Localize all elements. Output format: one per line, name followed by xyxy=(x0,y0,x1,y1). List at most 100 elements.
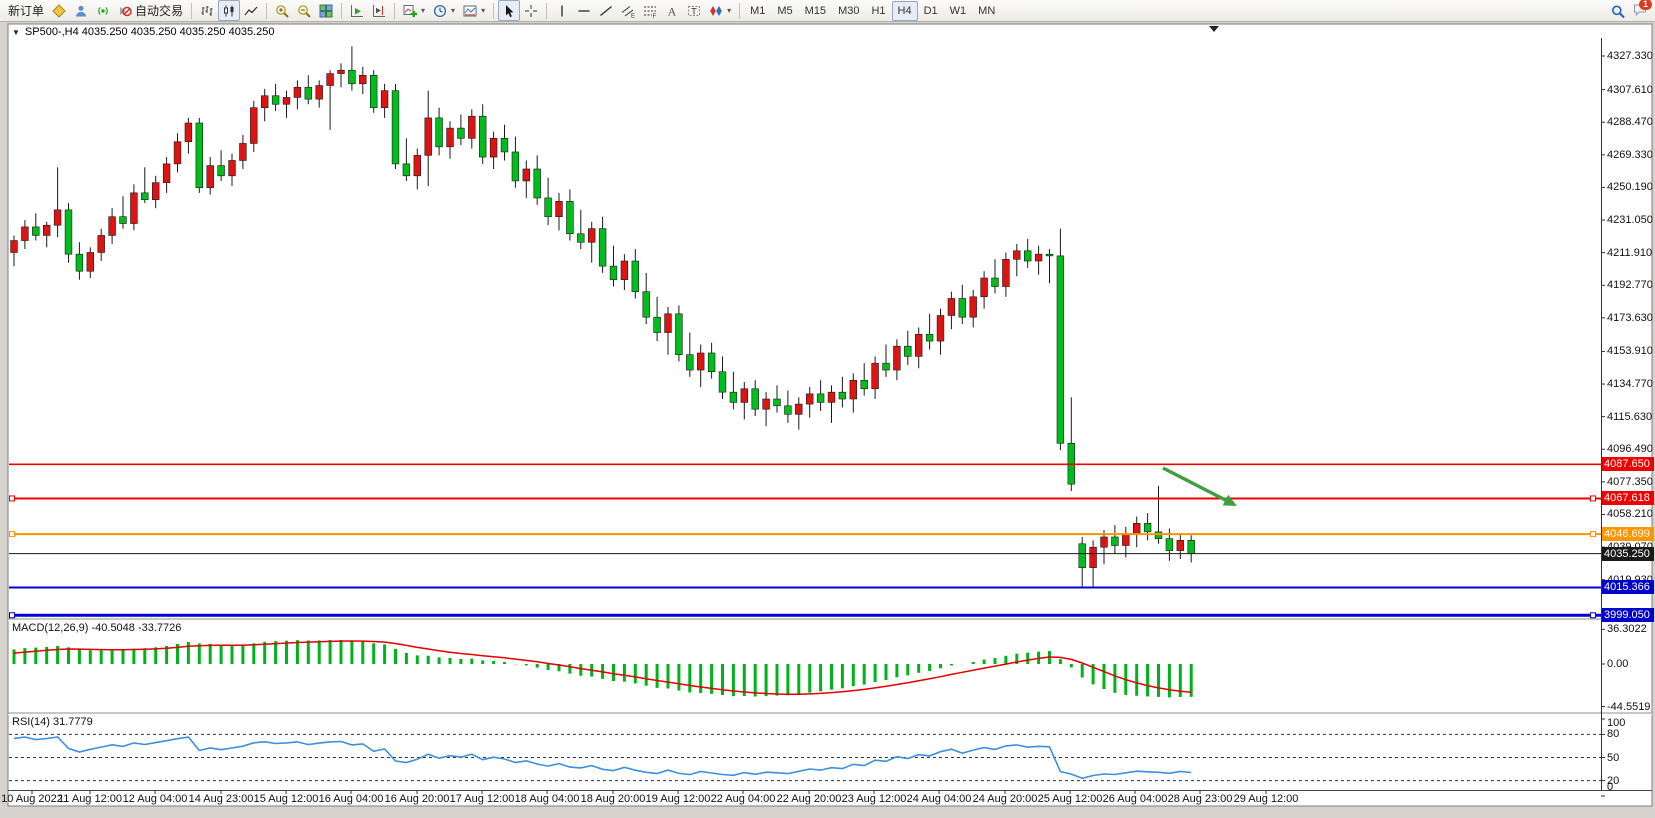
timeframe-mn-button[interactable]: MN xyxy=(978,4,996,17)
line-handle[interactable] xyxy=(9,531,15,538)
price-tick-label: 4192.770 xyxy=(1607,279,1653,292)
price-level-badge[interactable]: 3999.050 xyxy=(1602,608,1654,623)
timeframe-d1-button[interactable]: D1 xyxy=(923,4,938,17)
candle-body xyxy=(696,352,705,371)
timeframe-m15-button[interactable]: M15 xyxy=(804,4,827,17)
svg-text:T: T xyxy=(691,6,697,16)
candle-body xyxy=(1111,536,1119,546)
price-tick-label: 4173.630 xyxy=(1607,311,1653,324)
auto-scroll-button[interactable] xyxy=(346,0,368,21)
price-level-badge[interactable]: 4015.366 xyxy=(1602,580,1654,595)
chart-shift-marker-icon[interactable] xyxy=(1209,26,1219,32)
text-button[interactable]: A xyxy=(661,0,683,21)
candle-body xyxy=(566,201,574,235)
candle-body xyxy=(21,226,29,241)
label-icon: T xyxy=(687,4,701,18)
price-tick-label: 4327.330 xyxy=(1607,50,1653,62)
channel-button[interactable]: E xyxy=(617,0,639,21)
candle-body xyxy=(53,209,62,226)
price-level-badge[interactable]: 4046.699 xyxy=(1602,527,1654,542)
chevron-down-icon: ▾ xyxy=(451,6,456,15)
zoom-in-button[interactable] xyxy=(271,0,293,21)
cursor-icon xyxy=(502,4,516,18)
price-level-badge[interactable]: 4087.650 xyxy=(1602,457,1654,472)
fibonacci-button[interactable]: F xyxy=(639,0,661,21)
line-handle[interactable] xyxy=(1590,531,1596,538)
arrows-icon xyxy=(709,4,723,18)
community-button[interactable] xyxy=(70,0,92,21)
line-handle[interactable] xyxy=(1590,495,1596,502)
cursor-button[interactable] xyxy=(498,0,521,21)
time-tick-label: 22 Aug 04:00 xyxy=(710,793,776,805)
candle-body xyxy=(980,277,988,298)
timeframe-w1-button[interactable]: W1 xyxy=(949,4,967,17)
hline-icon xyxy=(577,4,591,18)
fibonacci-icon: F xyxy=(643,4,657,18)
zoom-in-icon xyxy=(275,4,289,18)
candle-body xyxy=(642,291,650,318)
candle-body xyxy=(533,168,541,199)
templates-button[interactable]: ▾ xyxy=(459,0,489,21)
candle-body xyxy=(1024,250,1032,262)
candle-body xyxy=(686,354,694,371)
down-arrow-annotation[interactable] xyxy=(1162,466,1230,504)
notifications-button[interactable]: 1 xyxy=(1629,0,1652,21)
chart-candles-button[interactable] xyxy=(218,0,241,21)
arrows-button[interactable]: ▾ xyxy=(705,0,735,21)
tile-windows-button[interactable] xyxy=(315,0,337,21)
candle-body xyxy=(119,216,127,224)
zoom-out-button[interactable] xyxy=(293,0,315,21)
price-level-badge[interactable]: 4035.250 xyxy=(1602,546,1654,561)
candle-body xyxy=(664,313,672,333)
candle-body xyxy=(969,296,977,318)
timeframe-m30-button[interactable]: M30 xyxy=(838,4,860,17)
candle-body xyxy=(457,127,465,139)
timeframe-h1-button[interactable]: H1 xyxy=(871,4,886,17)
price-tick-label: 4134.770 xyxy=(1607,378,1653,391)
macd-tick-label: -44.5519 xyxy=(1607,700,1651,713)
metaeditor-button[interactable] xyxy=(48,0,70,21)
signals-button[interactable] xyxy=(92,0,114,21)
candle-body xyxy=(555,201,563,218)
price-level-badge[interactable]: 4067.618 xyxy=(1602,491,1654,506)
candle-body xyxy=(925,333,934,342)
candle-body xyxy=(304,86,312,100)
chart-shift-button[interactable] xyxy=(368,0,390,21)
time-tick-label: 19 Aug 12:00 xyxy=(645,793,711,805)
chart-bars-button[interactable] xyxy=(196,0,218,21)
auto-scroll-icon xyxy=(350,4,364,18)
candle-body xyxy=(838,391,847,400)
search-button[interactable] xyxy=(1607,0,1629,21)
timeframe-h4-button[interactable]: H4 xyxy=(891,0,918,21)
candle-body xyxy=(904,345,912,357)
toolbar-separator xyxy=(739,2,741,19)
notification-badge: 1 xyxy=(1639,0,1652,10)
chart-line-button[interactable] xyxy=(240,0,262,21)
vertical-line-button[interactable] xyxy=(551,0,573,21)
text-label-button[interactable]: T xyxy=(683,0,705,21)
candle-body xyxy=(86,252,95,272)
line-handle[interactable] xyxy=(9,495,15,502)
candle-body xyxy=(1100,536,1108,548)
vline-icon xyxy=(555,4,569,18)
horizontal-line-button[interactable] xyxy=(573,0,595,21)
line-handle[interactable] xyxy=(9,612,15,619)
indicators-button[interactable]: ▾ xyxy=(399,0,429,21)
new-order-label: 新订单 xyxy=(8,4,45,18)
line-handle[interactable] xyxy=(1590,612,1596,619)
candle-body xyxy=(478,115,487,158)
candlestick-series xyxy=(10,46,1195,589)
chevron-down-icon[interactable]: ▼ xyxy=(12,27,20,37)
candle-body xyxy=(522,168,531,182)
periods-button[interactable]: ▾ xyxy=(429,0,459,21)
new-order-button[interactable]: 新订单 xyxy=(4,0,48,21)
timeframe-m1-button[interactable]: M1 xyxy=(750,4,766,17)
trendline-button[interactable] xyxy=(595,0,617,21)
candle-body xyxy=(402,163,411,177)
autotrading-button[interactable]: 自动交易 xyxy=(114,0,187,21)
crosshair-button[interactable] xyxy=(520,0,542,21)
price-tick-label: 4077.350 xyxy=(1607,475,1653,488)
toolbar-separator xyxy=(341,2,343,19)
timeframe-m5-button[interactable]: M5 xyxy=(777,4,793,17)
